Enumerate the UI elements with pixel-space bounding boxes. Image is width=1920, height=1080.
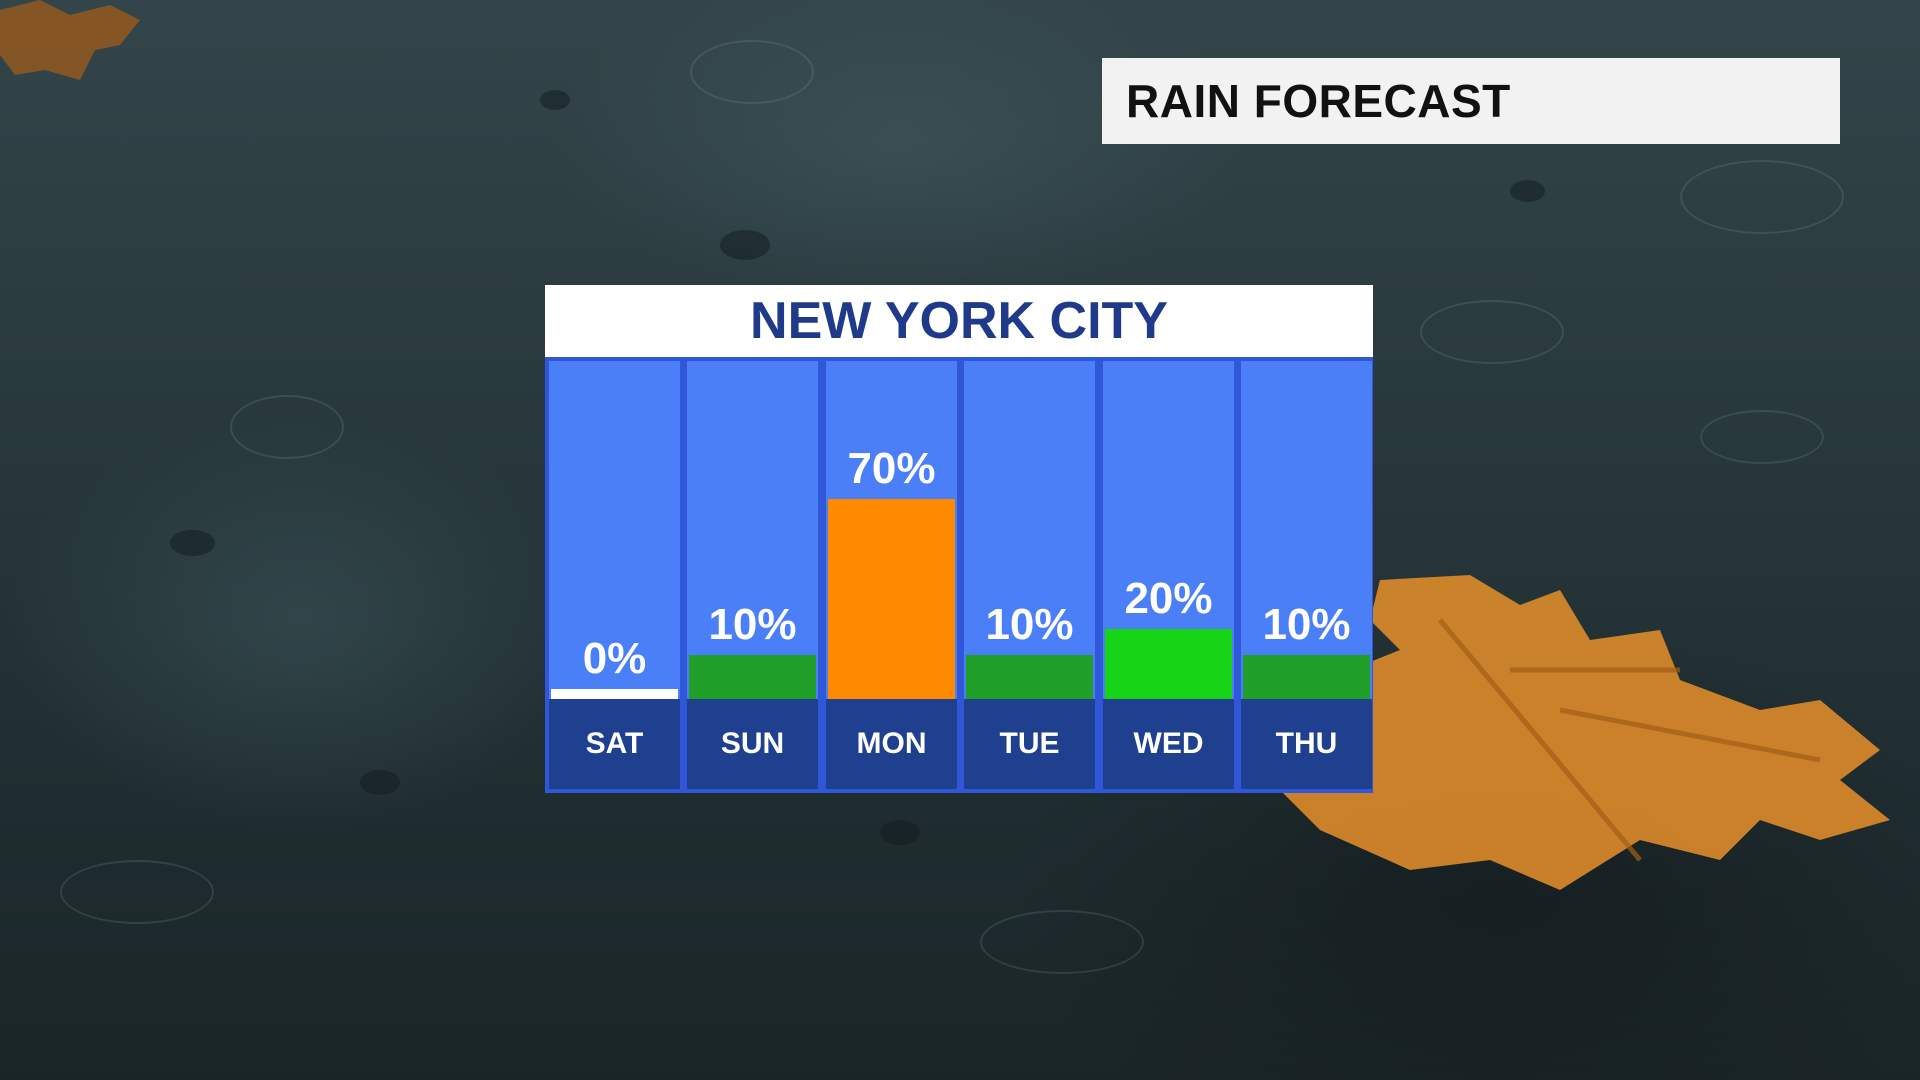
rain-chance-bar [966,655,1093,699]
header-title: RAIN FORECAST [1126,75,1511,127]
rain-forecast-header: RAIN FORECAST [1102,58,1840,144]
rain-chance-bar [828,499,955,699]
rain-chance-bar [1105,629,1232,699]
day-label: WED [1133,727,1204,760]
day-label-box: THU [1241,699,1372,789]
rain-chance-label: 10% [985,600,1074,649]
day-column-wed: 20% WED [1103,361,1234,789]
day-label-box: SUN [687,699,818,789]
day-label: THU [1275,727,1338,760]
rain-drop [360,770,400,795]
rain-ripple [1420,300,1564,364]
rain-ripple [1680,160,1844,234]
rain-chance-label: 70% [847,444,936,493]
day-label: MON [856,727,927,760]
day-column-thu: 10% THU [1241,361,1372,789]
day-column-tue: 10% TUE [964,361,1095,789]
rain-drop [720,230,770,260]
chart-title: NEW YORK CITY [750,292,1168,350]
forecast-panel: NEW YORK CITY 0% SAT 10% SUN 70% MON 10% [545,285,1373,793]
rain-drop [880,820,920,845]
rain-ripple [690,40,814,104]
rain-chance-label: 10% [708,600,797,649]
day-label-box: TUE [964,699,1095,789]
rain-ripple [980,910,1144,974]
rain-chance-bar [1243,655,1370,699]
day-column-sun: 10% SUN [687,361,818,789]
day-label-box: SAT [549,699,680,789]
day-label-box: MON [826,699,957,789]
day-label: SUN [720,727,785,760]
day-column-sat: 0% SAT [549,361,680,789]
city-title-bar: NEW YORK CITY [545,285,1373,357]
rain-chance-label: 20% [1124,574,1213,623]
day-label-box: WED [1103,699,1234,789]
autumn-leaf-large-icon [1280,575,1890,890]
forecast-columns: 0% SAT 10% SUN 70% MON 10% TUE [545,357,1373,793]
rain-ripple [230,395,344,459]
rain-drop [170,530,215,556]
day-column-mon: 70% MON [826,361,957,789]
day-label: TUE [999,727,1060,760]
rain-drop [1510,180,1545,202]
rain-ripple [1700,410,1824,464]
rain-chance-bar [689,655,816,699]
rain-chance-label: 0% [582,634,647,683]
autumn-leaf-small-icon [0,0,140,80]
rain-drop [540,90,570,110]
rain-chance-label: 10% [1262,600,1351,649]
rain-ripple [60,860,214,924]
day-label: SAT [585,727,644,760]
rain-chance-bar [551,689,678,699]
